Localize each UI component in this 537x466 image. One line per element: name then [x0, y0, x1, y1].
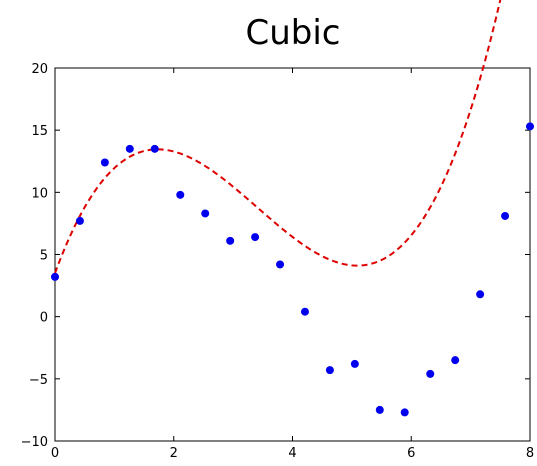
- data-point: [226, 236, 235, 245]
- data-point: [426, 369, 435, 378]
- data-point: [176, 190, 185, 199]
- fit-curve-layer: [54, 0, 502, 274]
- chart-title: Cubic: [245, 13, 340, 53]
- data-point: [201, 209, 210, 218]
- y-tick-label: 0: [40, 311, 48, 326]
- x-tick-label: 2: [170, 446, 178, 461]
- y-tick-label: 15: [31, 124, 48, 139]
- plot-frame: [54, 67, 531, 442]
- y-tick-label: −10: [21, 435, 48, 450]
- data-point: [150, 144, 159, 153]
- y-tick-label: 5: [40, 249, 48, 264]
- data-point: [451, 356, 460, 365]
- data-point: [100, 158, 109, 167]
- data-point: [125, 144, 134, 153]
- y-tick-label: 20: [31, 62, 48, 77]
- x-tick-label: 4: [288, 446, 296, 461]
- data-point: [400, 408, 409, 417]
- data-point: [251, 233, 260, 242]
- data-point: [51, 272, 59, 281]
- axes: 0 2 4 6 8 −10 −5 0 5 10 15 20: [21, 62, 535, 461]
- y-tick-label: 10: [31, 186, 48, 201]
- data-point: [350, 359, 359, 368]
- data-point: [375, 405, 384, 414]
- data-points-layer: [51, 122, 534, 417]
- y-tick-label: −5: [29, 373, 48, 388]
- x-tick-label: 6: [407, 446, 415, 461]
- fit-curve: [54, 0, 502, 274]
- data-point: [501, 211, 510, 220]
- data-point: [276, 260, 285, 269]
- x-tick-label: 0: [51, 446, 59, 461]
- data-point: [526, 122, 534, 131]
- data-point: [325, 366, 334, 375]
- x-tick-label: 8: [526, 446, 534, 461]
- data-point: [300, 307, 309, 316]
- data-point: [75, 216, 84, 225]
- data-point: [476, 290, 485, 299]
